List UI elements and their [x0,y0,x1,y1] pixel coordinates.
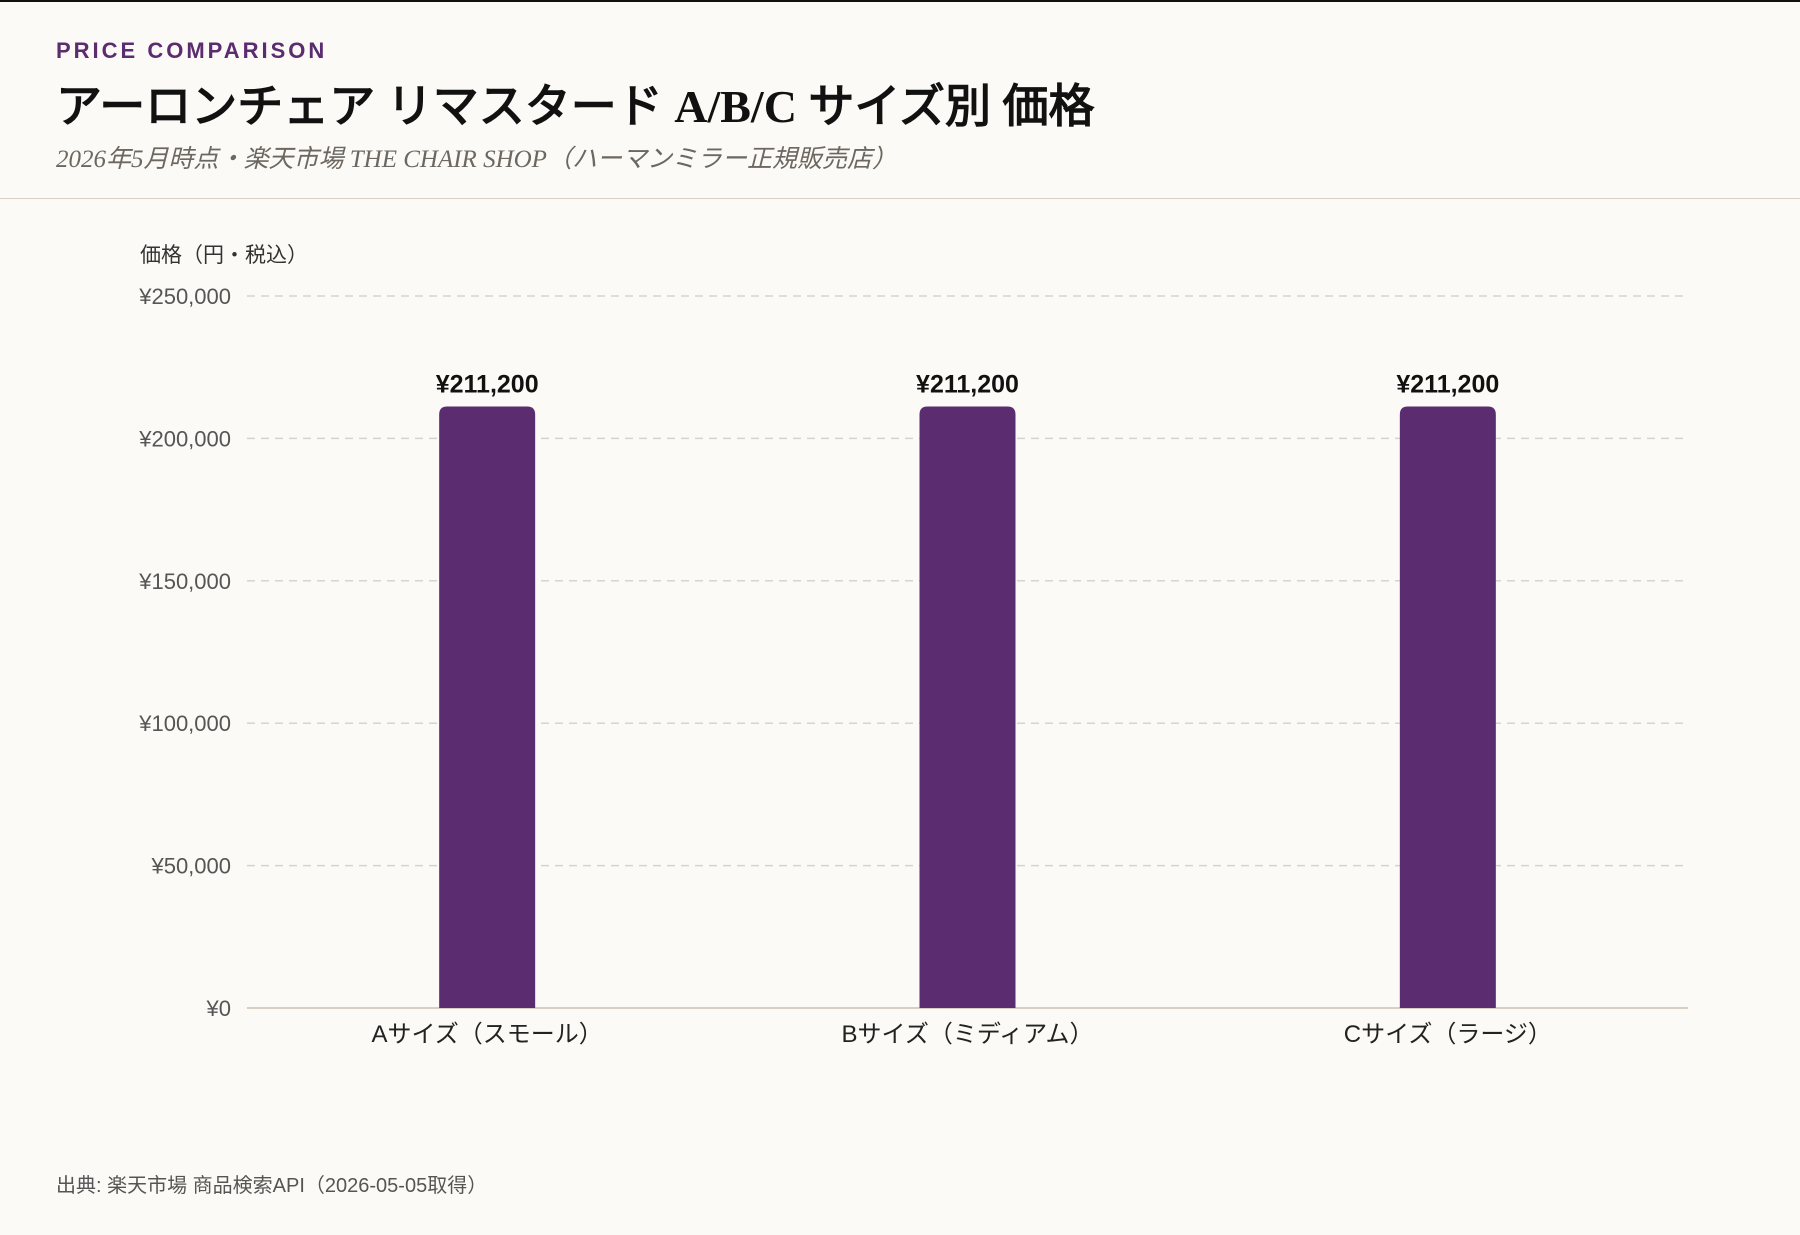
chart-title: アーロンチェア リマスタード A/B/C サイズ別 価格 [56,81,1095,132]
y-tick-label: ¥150,000 [138,569,231,594]
y-tick-label: ¥200,000 [138,426,231,451]
bar-value-label: ¥211,200 [916,371,1019,399]
x-tick-label: Bサイズ（ミディアム） [842,1021,1094,1048]
bar-value-label: ¥211,200 [1396,371,1499,399]
y-tick-label: ¥0 [206,996,231,1021]
x-tick-label: Cサイズ（ラージ） [1344,1021,1552,1048]
y-axis-title: 価格（円・税込） [140,244,308,267]
chart-subtitle: 2026年5月時点・楽天市場 THE CHAIR SHOP（ハーマンミラー正規販… [56,146,897,173]
bar [1399,406,1496,1008]
y-tick-label: ¥50,000 [150,854,231,879]
bar [439,406,536,1008]
top-rule [0,0,1800,2]
eyebrow-label: PRICE COMPARISON [56,38,328,63]
chart-header: PRICE COMPARISON アーロンチェア リマスタード A/B/C サイ… [0,0,1800,199]
y-tick-label: ¥250,000 [138,284,231,309]
bar-value-label: ¥211,200 [436,371,539,399]
source-note: 出典: 楽天市場 商品検索API（2026-05-05取得） [56,1175,488,1197]
y-tick-label: ¥100,000 [138,711,231,736]
x-tick-label: Aサイズ（スモール） [372,1021,603,1048]
bar [919,406,1016,1008]
